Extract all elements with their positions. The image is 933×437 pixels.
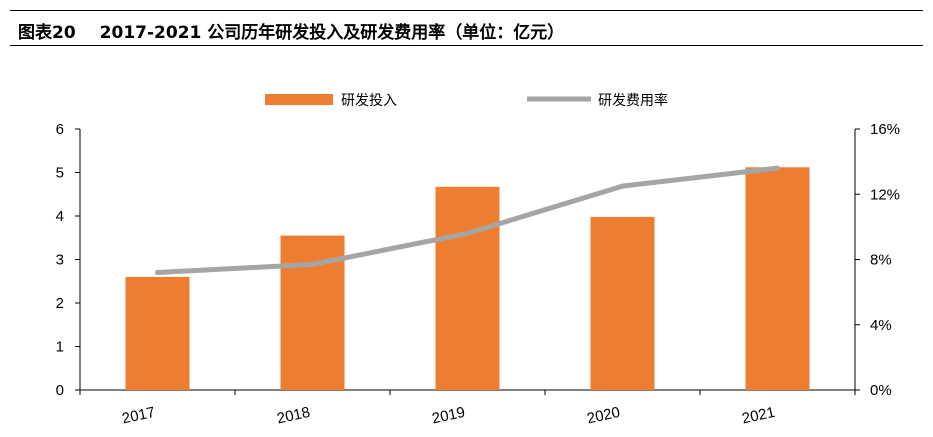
rd-rate-point — [620, 183, 625, 189]
chart-title: 2017-2021 公司历年研发投入及研发费用率（单位：亿元） — [99, 23, 565, 43]
bar — [435, 186, 500, 390]
left-axis-tick-label: 2 — [56, 295, 64, 312]
rd-rate-point — [775, 165, 780, 171]
x-axis-tick-label: 2018 — [275, 404, 311, 428]
right-axis-tick-label: 0% — [870, 382, 892, 399]
x-axis-tick-label: 2019 — [430, 404, 466, 428]
right-axis-tick-label: 16% — [870, 121, 900, 138]
title-rule — [10, 45, 923, 46]
x-axis-tick-label: 2021 — [740, 404, 776, 428]
bar — [125, 276, 190, 390]
legend-bar-swatch — [265, 94, 333, 105]
legend: 研发投入 研发费用率 — [265, 92, 668, 109]
chart-header: 图表20 2017-2021 公司历年研发投入及研发费用率（单位：亿元） — [18, 18, 564, 43]
left-axis-tick-label: 3 — [56, 252, 64, 269]
right-axis-tick-label: 12% — [870, 186, 900, 203]
right-axis-tick-label: 4% — [870, 317, 892, 334]
left-axis-tick-label: 1 — [56, 339, 64, 356]
rd-rate-point — [155, 270, 160, 276]
plot-area: 0 1 2 3 4 5 6 0% 4% 8% 12% 16% 2017 2018 2019 2020 2021 — [56, 121, 900, 427]
rd-rate-point — [310, 261, 315, 267]
left-axis-tick-label: 4 — [56, 208, 64, 225]
bar — [745, 167, 810, 390]
left-axis-tick-label: 6 — [56, 121, 64, 138]
figure-label: 图表20 — [18, 23, 76, 43]
left-axis-tick-label: 5 — [56, 165, 64, 182]
legend-bar-label: 研发投入 — [341, 93, 397, 109]
right-axis-tick-label: 8% — [870, 252, 892, 269]
x-axis-tick-label: 2020 — [585, 404, 621, 428]
x-axis-tick-label: 2017 — [120, 404, 156, 428]
left-axis-tick-label: 0 — [56, 382, 64, 399]
bar — [590, 216, 655, 390]
rd-rate-point — [465, 230, 470, 236]
top-rule — [10, 10, 923, 11]
legend-line-label: 研发费用率 — [598, 92, 668, 109]
